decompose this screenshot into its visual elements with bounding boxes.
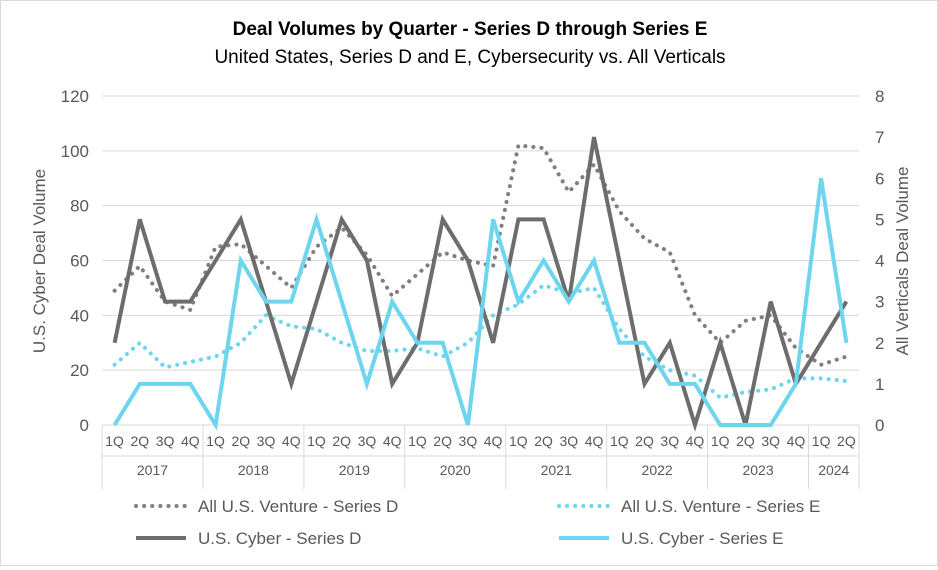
category-tick-label: 3Q — [358, 433, 377, 449]
category-tick-label: 2Q — [332, 433, 351, 449]
gridlines — [102, 95, 859, 426]
category-tick-label: 1Q — [307, 433, 326, 449]
series-line-u-s-cyber-series-e — [112, 177, 849, 431]
right-tick-label: 1 — [875, 375, 884, 394]
category-tick-label: 1Q — [711, 433, 730, 449]
year-label: 2021 — [541, 462, 572, 478]
series-line-all-u-s-venture-series-d — [112, 143, 849, 367]
category-tick-label: 1Q — [812, 433, 831, 449]
right-axis-ticks: 0 1 2 3 4 5 6 7 8 — [875, 87, 884, 435]
category-tick-label: 3Q — [257, 433, 276, 449]
year-label: 2017 — [137, 462, 168, 478]
series-lines — [112, 136, 849, 432]
category-tick-label: 1Q — [610, 433, 629, 449]
category-tick-label: 2Q — [231, 433, 250, 449]
category-axis: 1Q 2Q 3Q 4Q 1Q 2Q 3Q 4Q 1Q 2Q 3Q 4Q 1Q 2Q 3Q 4Q 1Q 2Q 3Q 4Q… — [101, 425, 860, 489]
right-tick-label: 7 — [875, 128, 884, 147]
left-tick-label: 0 — [80, 416, 89, 435]
left-tick-label: 120 — [61, 87, 89, 106]
right-axis-label: All Verticals Deal Volume — [893, 167, 912, 356]
category-tick-label: 4Q — [383, 433, 402, 449]
legend-label: All U.S. Venture - Series E — [621, 497, 820, 516]
right-tick-label: 2 — [875, 334, 884, 353]
category-tick-label: 4Q — [282, 433, 301, 449]
left-axis-label: U.S. Cyber Deal Volume — [30, 169, 49, 353]
category-tick-label: 3Q — [761, 433, 780, 449]
legend-label: All U.S. Venture - Series D — [198, 497, 398, 516]
category-tick-label: 2Q — [736, 433, 755, 449]
right-tick-label: 5 — [875, 210, 884, 229]
left-tick-label: 80 — [70, 197, 89, 216]
category-tick-label: 2Q — [433, 433, 452, 449]
category-tick-label: 2Q — [635, 433, 654, 449]
year-label: 2023 — [742, 462, 773, 478]
category-tick-label: 2Q — [534, 433, 553, 449]
category-tick-label: 3Q — [156, 433, 175, 449]
category-tick-label: 1Q — [509, 433, 528, 449]
category-tick-label: 4Q — [585, 433, 604, 449]
left-axis-ticks: 0 20 40 60 80 100 120 — [61, 87, 89, 435]
category-tick-label: 3Q — [660, 433, 679, 449]
category-tick-label: 1Q — [206, 433, 225, 449]
right-tick-label: 4 — [875, 252, 884, 271]
legend: All U.S. Venture - Series D All U.S. Vent… — [134, 497, 820, 548]
category-tick-label: 1Q — [105, 433, 124, 449]
right-tick-label: 0 — [875, 416, 884, 435]
left-tick-label: 20 — [70, 361, 89, 380]
right-tick-label: 8 — [875, 87, 884, 106]
category-tick-label: 3Q — [459, 433, 478, 449]
year-label: 2018 — [238, 462, 269, 478]
category-tick-label: 3Q — [559, 433, 578, 449]
right-tick-label: 3 — [875, 293, 884, 312]
year-label: 2019 — [339, 462, 370, 478]
category-tick-label: 2Q — [837, 433, 856, 449]
category-tick-label: 4Q — [484, 433, 503, 449]
category-tick-label: 1Q — [408, 433, 427, 449]
legend-label: U.S. Cyber - Series D — [198, 529, 361, 548]
category-tick-label: 2Q — [131, 433, 150, 449]
category-tick-label: 4Q — [787, 433, 806, 449]
left-tick-label: 60 — [70, 252, 89, 271]
right-tick-label: 6 — [875, 169, 884, 188]
category-tick-label: 4Q — [686, 433, 705, 449]
legend-label: U.S. Cyber - Series E — [621, 529, 784, 548]
year-label: 2020 — [440, 462, 471, 478]
chart-title: Deal Volumes by Quarter - Series D throu… — [233, 19, 708, 40]
left-tick-label: 40 — [70, 306, 89, 325]
left-tick-label: 100 — [61, 142, 89, 161]
year-label: 2024 — [818, 462, 849, 478]
year-label: 2022 — [642, 462, 673, 478]
series-line-all-u-s-venture-series-e — [112, 282, 849, 400]
series-line-u-s-cyber-series-d — [112, 136, 849, 432]
category-tick-label: 4Q — [181, 433, 200, 449]
chart-subtitle: United States, Series D and E, Cybersecu… — [214, 47, 725, 68]
